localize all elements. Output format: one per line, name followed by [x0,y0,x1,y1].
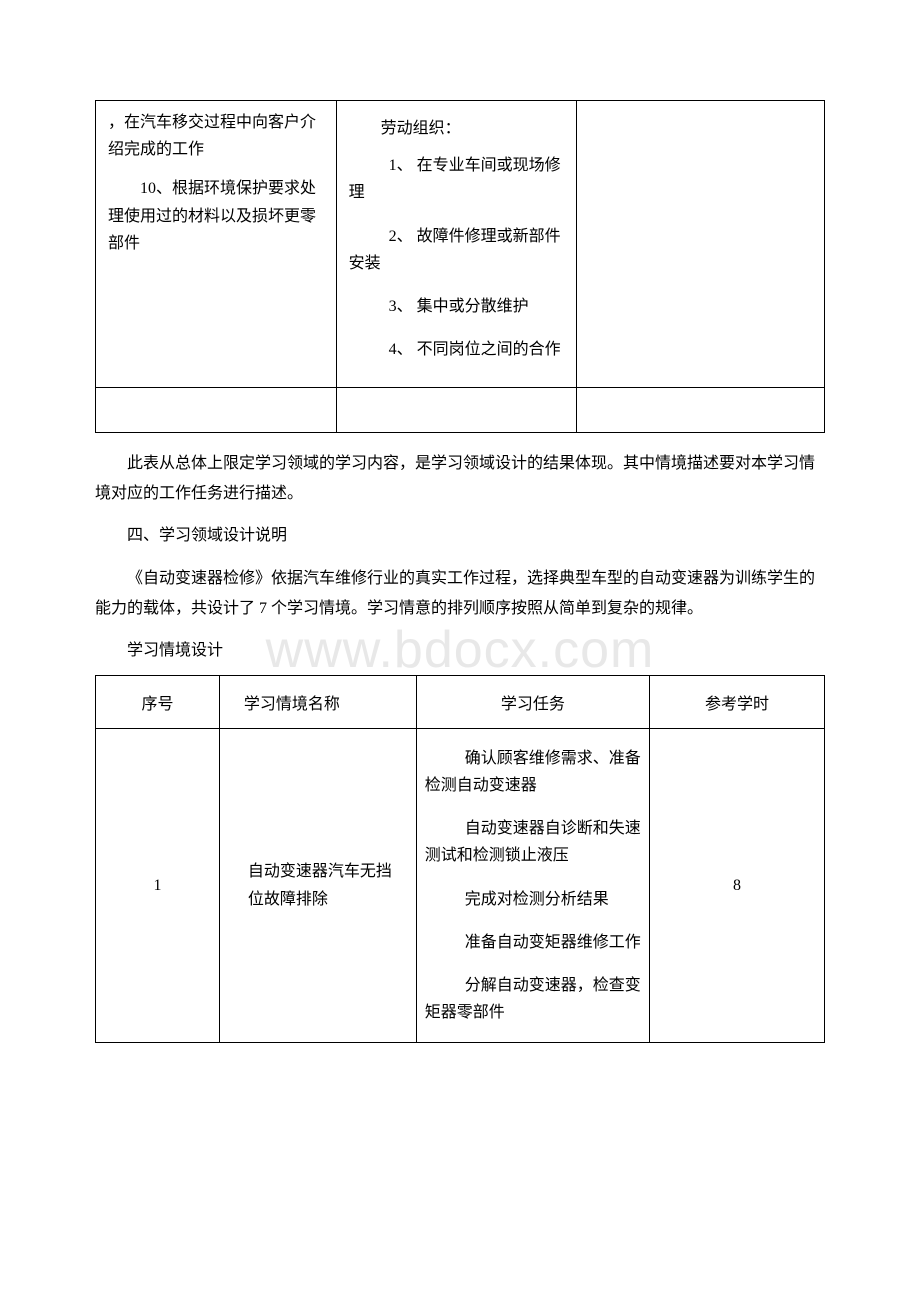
task-item: 准备自动变矩器维修工作 [425,929,641,956]
cell-num: 1 [96,728,220,1043]
header-hours: 参考学时 [650,675,825,728]
col1-line1: ，在汽车移交过程中向客户介绍完成的工作 [108,109,324,163]
section-4-title: 四、学习领域设计说明 [95,521,825,551]
col2-item2: 2、 故障件修理或新部件安装 [349,223,565,277]
empty-cell [336,388,577,432]
empty-cell [577,388,825,432]
header-tasks: 学习任务 [416,675,649,728]
top-table: ，在汽车移交过程中向客户介绍完成的工作 10、根据环境保护要求处理使用过的材料以… [95,100,825,433]
learning-scenarios-table: 序号 学习情境名称 学习任务 参考学时 1 自动变速器汽车无挡位故障排除 确认顾… [95,675,825,1044]
col1-line2: 10、根据环境保护要求处理使用过的材料以及损坏更零部件 [108,175,324,257]
header-num: 序号 [96,675,220,728]
paragraph-1: 此表从总体上限定学习领域的学习内容，是学习领域设计的结果体现。其中情境描述要对本… [95,449,825,510]
table-row: 1 自动变速器汽车无挡位故障排除 确认顾客维修需求、准备检测自动变速器 自动变速… [96,728,825,1043]
table-header-row: 序号 学习情境名称 学习任务 参考学时 [96,675,825,728]
task-item: 自动变速器自诊断和失速测试和检测锁止液压 [425,815,641,869]
cell-name: 自动变速器汽车无挡位故障排除 [219,728,416,1043]
col2-item4: 4、 不同岗位之间的合作 [349,336,565,363]
table-cell-col2: 劳动组织： 1、 在专业车间或现场修理 2、 故障件修理或新部件安装 3、 集中… [336,101,577,388]
cell-tasks: 确认顾客维修需求、准备检测自动变速器 自动变速器自诊断和失速测试和检测锁止液压 … [416,728,649,1043]
task-item: 分解自动变速器，检查变矩器零部件 [425,972,641,1026]
task-item: 确认顾客维修需求、准备检测自动变速器 [425,745,641,799]
col2-heading: 劳动组织： [349,115,565,142]
cell-hours: 8 [650,728,825,1043]
task-item: 完成对检测分析结果 [425,886,641,913]
col2-item1: 1、 在专业车间或现场修理 [349,152,565,206]
table-row-empty [96,388,825,432]
empty-cell [96,388,337,432]
table-row: ，在汽车移交过程中向客户介绍完成的工作 10、根据环境保护要求处理使用过的材料以… [96,101,825,388]
paragraph-2: 《自动变速器检修》依据汽车维修行业的真实工作过程，选择典型车型的自动变速器为训练… [95,564,825,625]
document-page: ，在汽车移交过程中向客户介绍完成的工作 10、根据环境保护要求处理使用过的材料以… [0,0,920,1119]
sub-label: 学习情境设计 [95,636,825,666]
col2-item3: 3、 集中或分散维护 [349,293,565,320]
header-name: 学习情境名称 [219,675,416,728]
table-cell-col3-empty [577,101,825,388]
table-cell-col1: ，在汽车移交过程中向客户介绍完成的工作 10、根据环境保护要求处理使用过的材料以… [96,101,337,388]
